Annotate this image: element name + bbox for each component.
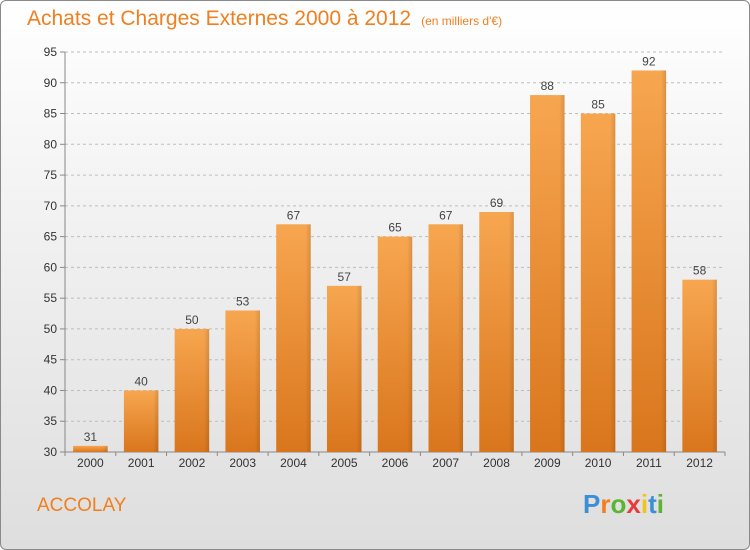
x-tick-label: 2005 (331, 456, 358, 470)
bar-shade-2009 (530, 95, 565, 453)
data-label: 88 (541, 79, 555, 93)
y-tick-label: 70 (44, 199, 58, 213)
bars (73, 70, 717, 453)
x-tick-label: 2007 (432, 456, 459, 470)
data-label: 31 (84, 430, 98, 444)
chart-title: Achats et Charges Externes 2000 à 2012 (e… (27, 7, 502, 31)
y-tick-label: 45 (44, 353, 58, 367)
chart-unit: (en milliers d'€) (421, 14, 503, 28)
x-tick-label: 2008 (483, 456, 510, 470)
logo-letter: x (626, 489, 641, 519)
data-label: 57 (338, 270, 352, 284)
y-tick-label: 50 (44, 322, 58, 336)
data-label: 67 (287, 208, 301, 222)
chart-title-text: Achats et Charges Externes 2000 à 2012 (27, 7, 412, 30)
bar-shade-2007 (428, 224, 464, 452)
bar-shade-2012 (682, 279, 717, 452)
x-tick-label: 2004 (280, 456, 307, 470)
logo-letter: r (600, 489, 611, 519)
logo-letter: o (610, 489, 627, 519)
data-label: 65 (388, 221, 402, 235)
x-tick-label: 2002 (179, 456, 206, 470)
bar-shade-2001 (123, 390, 159, 452)
y-tick-label: 35 (44, 414, 58, 428)
bar-shade-2004 (276, 224, 311, 452)
bar-shade-2008 (479, 212, 514, 452)
data-label: 40 (134, 374, 148, 388)
x-tick-label: 2009 (534, 456, 561, 470)
data-label: 50 (185, 313, 199, 327)
y-tick-label: 65 (44, 230, 58, 244)
y-tick-label: 60 (44, 260, 58, 274)
data-label: 92 (642, 54, 656, 68)
y-tick-label: 85 (44, 107, 58, 121)
bar-shade-2010 (580, 113, 616, 453)
y-tick-label: 75 (44, 168, 58, 182)
x-tick-label: 2011 (636, 456, 662, 470)
data-label: 69 (490, 196, 504, 210)
x-tick-label: 2010 (585, 456, 612, 470)
data-label: 53 (236, 294, 250, 308)
bar-shade-2003 (225, 310, 260, 452)
x-tick-label: 2012 (686, 456, 713, 470)
y-tick-label: 40 (44, 383, 58, 397)
logo-letter: t (648, 489, 657, 519)
bar-shade-2005 (326, 285, 362, 452)
city-name: ACCOLAY (37, 495, 127, 516)
data-label: 58 (693, 264, 707, 278)
y-tick-label: 80 (44, 137, 58, 151)
bar-shade-2011 (631, 70, 667, 452)
bar-shade-2006 (377, 236, 413, 452)
data-label: 67 (439, 208, 453, 222)
data-labels: 31 40 50 53 67 57 65 67 69 88 85 92 58 (84, 54, 707, 443)
y-tick-label: 90 (44, 76, 58, 90)
y-tick-label: 95 (44, 45, 58, 59)
x-tick-label: 2003 (229, 456, 256, 470)
x-tick-label: 2000 (77, 456, 104, 470)
x-tick-label: 2006 (382, 456, 409, 470)
bar-shade-2002 (174, 328, 210, 452)
logo-letter: i (656, 489, 664, 519)
axes: 30 35 40 45 50 55 60 65 70 75 80 85 90 95 2000 2001 2002… (44, 45, 726, 470)
x-tick-label: 2001 (128, 456, 155, 470)
y-tick-label: 55 (44, 291, 58, 305)
logo-letter: P (583, 489, 601, 519)
data-label: 85 (591, 98, 605, 112)
y-tick-label: 30 (44, 445, 58, 459)
proxiti-logo: Proxiti (583, 489, 664, 520)
bar-shade-2000 (73, 445, 108, 452)
logo-letter: i (640, 489, 649, 519)
